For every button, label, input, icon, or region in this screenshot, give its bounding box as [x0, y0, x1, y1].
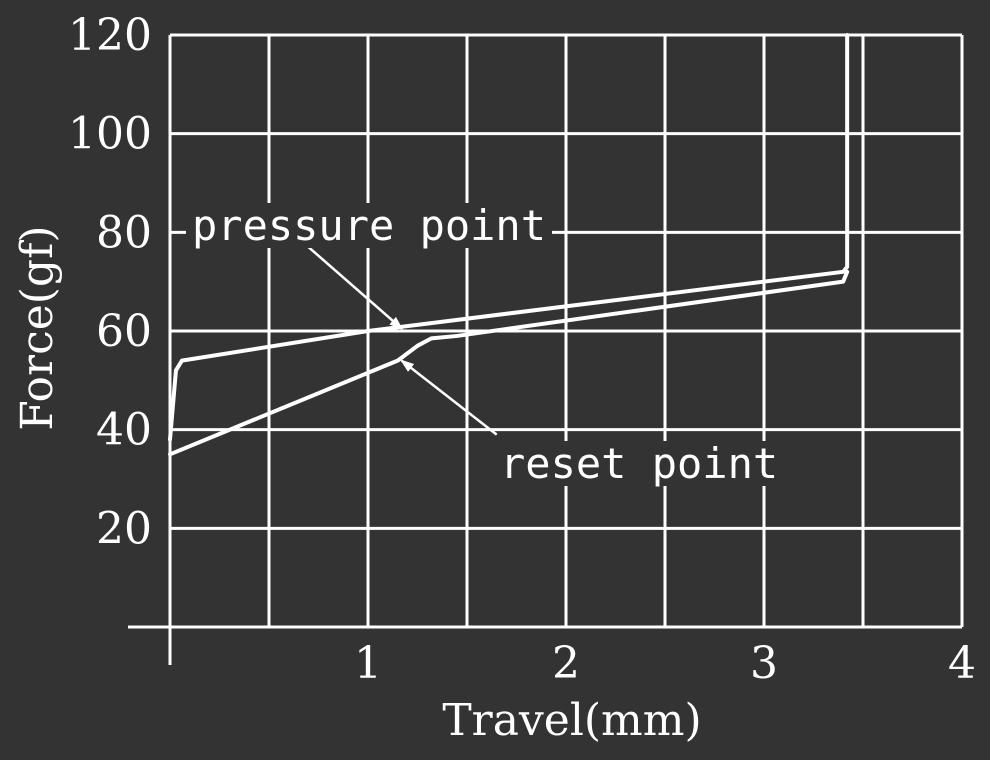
pressure-point-label: pressure point	[192, 201, 546, 250]
release-curve	[168, 269, 850, 457]
y-tick-label: 20	[96, 503, 152, 554]
x-tick-label: 1	[354, 638, 382, 689]
y-tick-label: 120	[68, 10, 152, 61]
annotations: pressure point reset point	[186, 201, 785, 488]
reset-point-label: reset point	[500, 439, 778, 488]
x-tick-label: 2	[552, 638, 580, 689]
reset-point-label-group: reset point	[494, 439, 785, 488]
y-tick-label: 80	[96, 207, 152, 258]
reset-point-arrow	[400, 359, 498, 436]
x-tick-label: 4	[948, 638, 976, 689]
y-tick-label: 40	[96, 405, 152, 456]
y-axis-title: Force(gf)	[12, 225, 63, 430]
x-tick-label: 3	[750, 638, 778, 689]
pressure-point-label-bg	[186, 203, 553, 248]
grid	[170, 33, 964, 627]
y-tick-label: 100	[68, 109, 152, 160]
y-tick-label: 60	[96, 306, 152, 357]
tick-labels: 1 2 3 4 20 40 60 80 100 120	[68, 10, 976, 689]
x-axis-title: Travel(mm)	[442, 695, 701, 746]
press-curve	[168, 33, 850, 442]
pressure-point-label-group: pressure point	[186, 201, 553, 250]
axes	[128, 35, 962, 665]
reset-point-label-bg	[494, 441, 785, 486]
pressure-point-arrow	[307, 246, 404, 330]
curves	[168, 33, 850, 457]
